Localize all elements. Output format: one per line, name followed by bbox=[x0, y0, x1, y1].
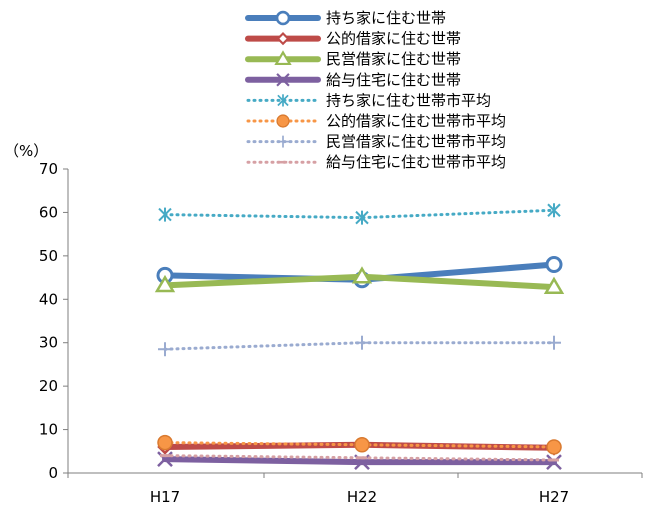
y-tick-label: 70 bbox=[39, 160, 58, 178]
data-point bbox=[277, 135, 289, 148]
data-point bbox=[354, 437, 370, 453]
x-tick-label: H17 bbox=[150, 488, 180, 506]
legend-entry: 給与住宅に住む世帯市平均 bbox=[246, 153, 506, 171]
legend-entry: 民営借家に住む世帯市平均 bbox=[246, 133, 506, 151]
data-point bbox=[276, 73, 290, 87]
series-5 bbox=[158, 203, 561, 225]
y-tick-label: 10 bbox=[39, 421, 58, 439]
series-6 bbox=[157, 434, 562, 455]
x-tick-label: H22 bbox=[347, 488, 377, 506]
data-point bbox=[545, 256, 563, 274]
data-point bbox=[158, 207, 172, 222]
legend: 持ち家に住む世帯公的借家に住む世帯民営借家に住む世帯給与住宅に住む世帯持ち家に住… bbox=[245, 9, 506, 171]
data-point bbox=[277, 94, 289, 107]
y-tick-label: 0 bbox=[48, 464, 58, 482]
legend-entry: 民営借家に住む世帯 bbox=[245, 50, 461, 68]
y-tick-label: 20 bbox=[39, 377, 58, 395]
data-point bbox=[546, 439, 562, 455]
series-3 bbox=[154, 266, 565, 294]
data-point bbox=[355, 335, 369, 350]
y-tick-label: 50 bbox=[39, 247, 58, 265]
legend-label: 民営借家に住む世帯市平均 bbox=[326, 133, 506, 151]
x-tick-label: H27 bbox=[539, 488, 569, 506]
legend-label: 民営借家に住む世帯 bbox=[326, 50, 461, 68]
series-7 bbox=[158, 335, 561, 357]
y-tick-label: 30 bbox=[39, 334, 58, 352]
legend-label: 公的借家に住む世帯 bbox=[326, 30, 461, 48]
data-point bbox=[547, 335, 561, 350]
legend-label: 給与住宅に住む世帯市平均 bbox=[326, 153, 506, 171]
legend-entry: 公的借家に住む世帯 bbox=[245, 30, 461, 48]
legend-entry: 持ち家に住む世帯 bbox=[245, 9, 446, 27]
data-point bbox=[154, 274, 176, 293]
legend-label: 持ち家に住む世帯 bbox=[326, 9, 446, 27]
data-point bbox=[274, 50, 292, 66]
data-point bbox=[547, 203, 561, 218]
legend-label: 持ち家に住む世帯市平均 bbox=[326, 91, 491, 109]
legend-entry: 持ち家に住む世帯市平均 bbox=[246, 91, 491, 109]
data-point bbox=[275, 10, 291, 26]
y-unit-label: （%） bbox=[4, 142, 48, 160]
series-layer bbox=[154, 203, 565, 471]
data-point bbox=[276, 114, 290, 128]
axes: 0 10 20 30 40 50 60 70 H17 H22 H27 bbox=[39, 160, 643, 506]
legend-label: 公的借家に住む世帯市平均 bbox=[326, 112, 506, 130]
data-point bbox=[351, 266, 373, 284]
series-8 bbox=[160, 454, 559, 462]
data-point bbox=[158, 342, 172, 357]
data-point bbox=[543, 276, 565, 294]
legend-entry: 給与住宅に住む世帯 bbox=[245, 71, 461, 89]
y-tick-label: 40 bbox=[39, 290, 58, 308]
data-point bbox=[355, 210, 369, 225]
y-tick-label: 60 bbox=[39, 203, 58, 221]
data-point bbox=[546, 454, 562, 471]
legend-label: 給与住宅に住む世帯 bbox=[326, 71, 461, 89]
legend-entry: 公的借家に住む世帯市平均 bbox=[246, 112, 506, 130]
data-point bbox=[276, 31, 290, 46]
data-point bbox=[157, 434, 173, 451]
